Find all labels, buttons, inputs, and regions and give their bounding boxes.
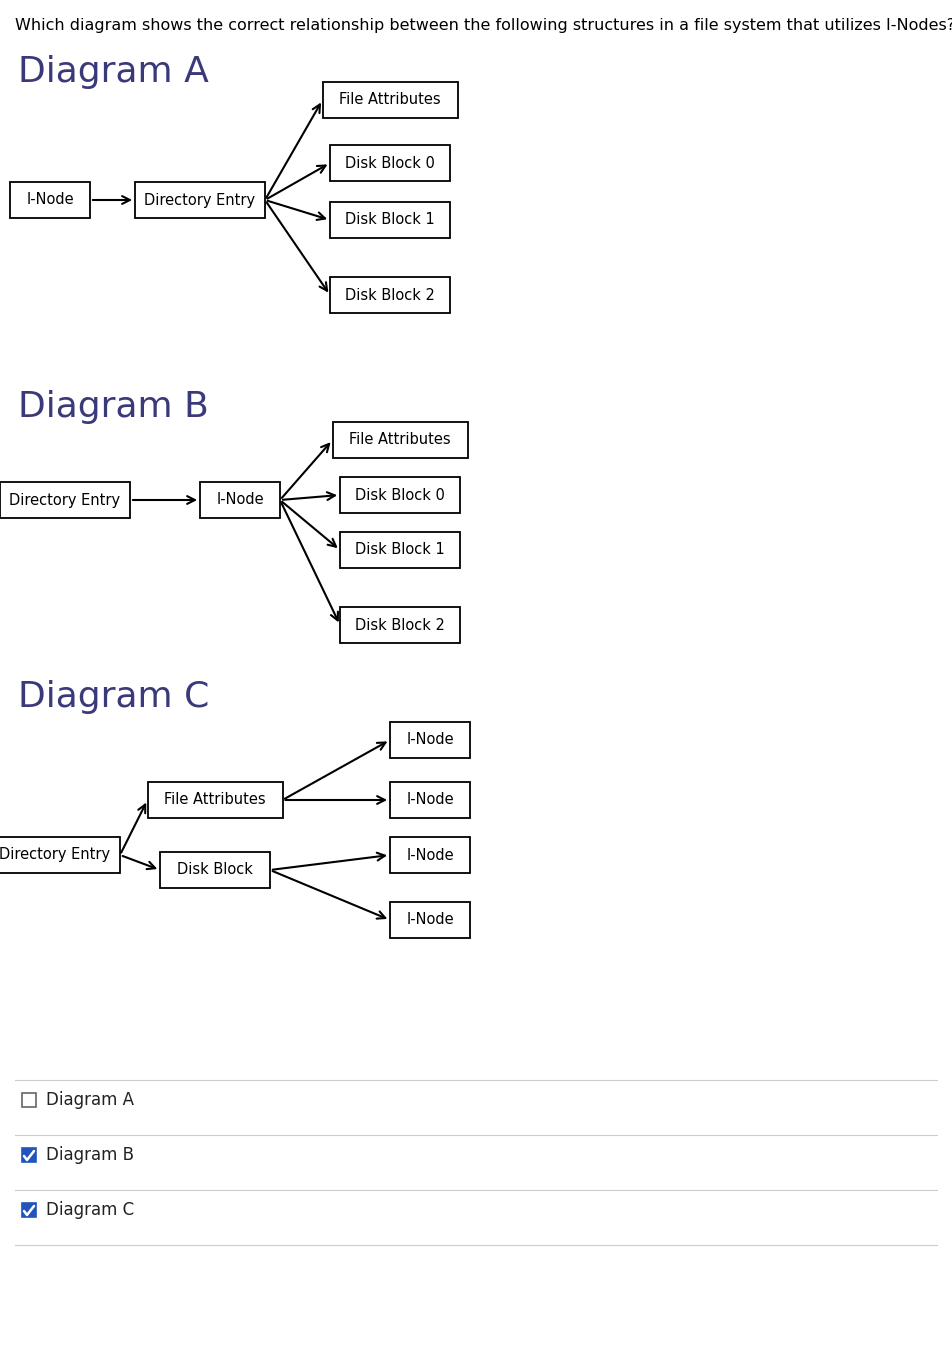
Bar	[390, 782, 470, 818]
Text: Diagram A: Diagram A	[46, 1092, 134, 1109]
Bar	[330, 202, 450, 239]
Text: Diagram A: Diagram A	[18, 56, 208, 89]
Text: File Attributes: File Attributes	[339, 92, 441, 107]
Text: I-Node: I-Node	[407, 913, 454, 928]
Bar	[332, 422, 467, 458]
Bar	[330, 277, 450, 313]
Bar	[22, 1093, 36, 1106]
Text: Disk Block 2: Disk Block 2	[345, 287, 435, 302]
Text: Diagram B: Diagram B	[18, 391, 208, 424]
Text: I-Node: I-Node	[407, 792, 454, 808]
Text: I-Node: I-Node	[407, 848, 454, 862]
Bar	[390, 837, 470, 873]
Text: I-Node: I-Node	[27, 193, 74, 207]
Bar	[0, 481, 130, 518]
Bar	[340, 607, 460, 643]
Text: Disk Block 0: Disk Block 0	[355, 488, 445, 503]
Bar	[135, 182, 265, 218]
Bar	[10, 182, 90, 218]
Bar	[340, 477, 460, 513]
Bar	[330, 145, 450, 180]
Text: I-Node: I-Node	[407, 732, 454, 747]
Text: Diagram B: Diagram B	[46, 1146, 134, 1163]
Bar	[22, 1203, 36, 1216]
Bar	[148, 782, 283, 818]
Text: Diagram C: Diagram C	[18, 679, 209, 715]
Text: Diagram C: Diagram C	[46, 1201, 134, 1219]
Text: Directory Entry: Directory Entry	[0, 848, 110, 862]
Bar	[390, 721, 470, 758]
Text: File Attributes: File Attributes	[349, 433, 451, 447]
Text: Disk Block 1: Disk Block 1	[346, 213, 435, 228]
Text: Directory Entry: Directory Entry	[10, 492, 121, 507]
Bar	[323, 81, 458, 118]
Bar	[340, 532, 460, 568]
Bar	[0, 837, 120, 873]
Text: Disk Block 0: Disk Block 0	[345, 156, 435, 171]
Text: File Attributes: File Attributes	[164, 792, 266, 808]
Bar	[22, 1149, 36, 1162]
Text: Which diagram shows the correct relationship between the following structures in: Which diagram shows the correct relation…	[15, 18, 952, 33]
Bar	[160, 852, 270, 888]
Bar	[200, 481, 280, 518]
Text: Directory Entry: Directory Entry	[145, 193, 255, 207]
Text: Disk Block: Disk Block	[177, 862, 253, 877]
Bar	[390, 902, 470, 938]
Text: Disk Block 2: Disk Block 2	[355, 617, 445, 632]
Text: Disk Block 1: Disk Block 1	[355, 542, 445, 557]
Text: I-Node: I-Node	[216, 492, 264, 507]
